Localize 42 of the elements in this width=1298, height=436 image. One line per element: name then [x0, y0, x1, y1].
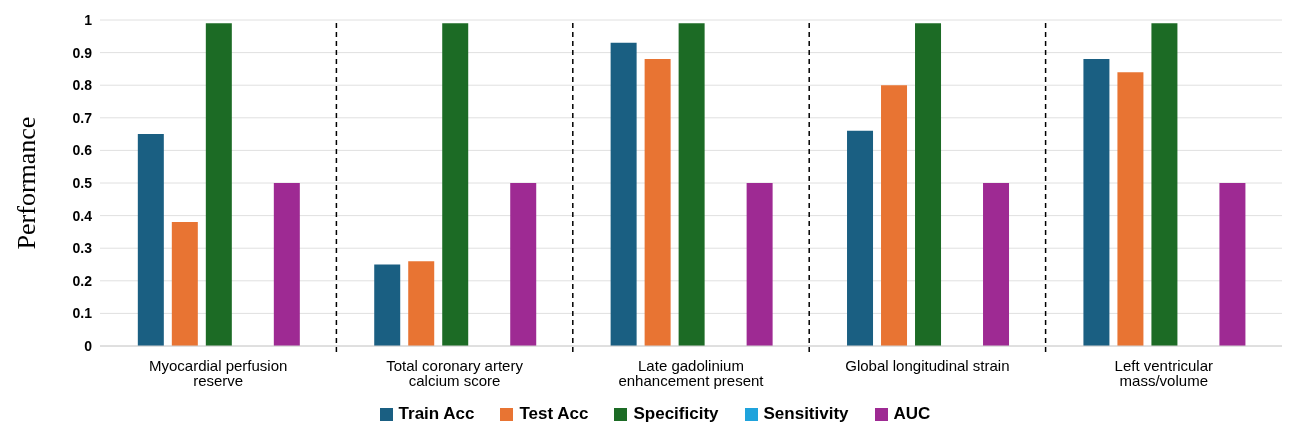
legend-label: Sensitivity: [762, 404, 849, 424]
x-tick-label: Myocardial perfusion reserve: [149, 356, 288, 389]
y-tick-label: 0.7: [72, 109, 93, 126]
y-tick-label: 0.2: [72, 272, 93, 289]
y-axis-title: Performance: [12, 116, 42, 250]
bar: [983, 183, 1010, 346]
bar: [881, 85, 908, 346]
y-tick-label: 0.4: [72, 207, 93, 224]
x-tick-label: Global longitudinal strain: [845, 356, 1010, 374]
bar: [510, 183, 537, 346]
bar: [374, 264, 401, 346]
y-tick-label: 0.3: [72, 240, 93, 257]
legend-label: Train Acc: [397, 404, 475, 424]
bar: [408, 261, 435, 346]
legend-label: Test Acc: [518, 404, 589, 424]
y-tick-label: 0.6: [72, 142, 93, 159]
bar: [678, 23, 705, 346]
bar: [442, 23, 469, 346]
bar: [1219, 183, 1246, 346]
x-tick-label: Left ventricular mass/volume: [1114, 356, 1213, 389]
bar: [1117, 72, 1144, 346]
y-tick-label: 0.1: [72, 305, 93, 322]
y-tick-label: 0.9: [72, 44, 93, 61]
y-tick-label: 0: [84, 337, 93, 354]
x-tick-label: Total coronary artery calcium score: [386, 356, 524, 389]
x-tick-label: Late gadolinium enhancement present: [618, 356, 765, 389]
y-tick-label: 0.5: [72, 174, 93, 191]
bar: [915, 23, 942, 346]
bar: [273, 183, 300, 346]
bar: [746, 183, 773, 346]
bar: [1151, 23, 1178, 346]
bar: [1083, 59, 1110, 346]
bar: [644, 59, 671, 346]
y-tick-label: 0.8: [72, 77, 93, 94]
bar: [847, 130, 874, 346]
bar: [205, 23, 232, 346]
bar: [137, 134, 164, 346]
bar: [171, 222, 198, 346]
legend-label: AUC: [892, 404, 931, 424]
legend-label: Specificity: [632, 404, 719, 424]
bar: [610, 42, 637, 346]
y-tick-label: 1: [84, 11, 93, 28]
